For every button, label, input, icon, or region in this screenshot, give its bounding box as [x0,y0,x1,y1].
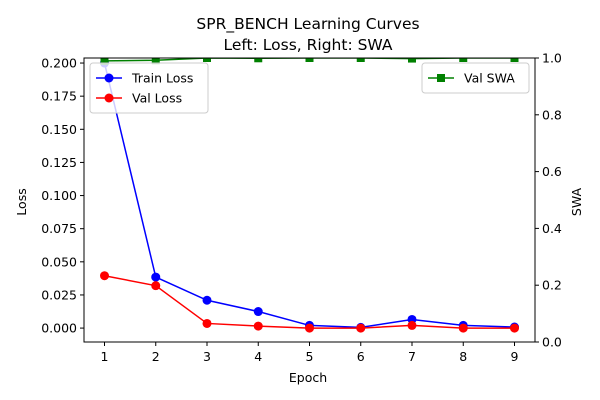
x-tick-label: 3 [203,349,211,364]
data-point-val-swa [100,58,109,65]
data-point-val-swa [305,58,314,62]
legend-label-val-swa: Val SWA [464,71,515,86]
x-tick-label: 7 [408,349,416,364]
data-point-val-swa [459,58,468,62]
chart-subtitle: Left: Loss, Right: SWA [223,36,392,54]
legend-label-val-loss: Val Loss [132,91,182,106]
legend-marker-val-swa [437,74,445,82]
plot-area: 1 2 3 4 5 6 7 8 9 0.000 0.025 0.050 0.075 0.100 0.125 0… [41,51,562,365]
x-tick-label: 4 [254,349,262,364]
y-right-tick-label: 0.8 [542,107,562,122]
data-point-val-swa [254,58,263,63]
y-left-tick-label: 0.100 [41,188,77,203]
legend-swa-box [421,62,530,94]
y-left-tick-label: 0.175 [41,89,77,104]
x-tick-label: 8 [459,349,467,364]
y-left-tick-label: 0.000 [41,321,77,336]
data-point-train-loss [151,272,161,282]
legend-loss: Train Loss Val Loss [89,62,209,114]
y-left-tick-label: 0.075 [41,221,77,236]
x-tick-label: 9 [511,349,519,364]
legend-swa: Val SWA [421,62,530,94]
data-point-val-loss [100,271,109,281]
data-point-train-loss [202,295,212,305]
data-point-train-loss [253,307,263,317]
y-left-tick-label: 0.125 [41,155,77,170]
y-right-tick-label: 0.6 [542,164,562,179]
data-point-val-loss [305,323,314,333]
data-point-val-loss [253,321,263,331]
chart-title: SPR_BENCH Learning Curves [196,15,419,34]
data-point-val-swa [151,58,160,65]
y-right-tick-label: 0.4 [542,221,562,236]
x-tick-label: 5 [306,349,314,364]
x-tick-label: 2 [152,349,160,364]
data-point-val-loss [202,318,212,328]
y-right-tick-label: 0.2 [542,278,562,293]
y-left-tick-label: 0.200 [41,56,77,71]
legend-marker-train-loss [104,73,114,83]
data-point-val-loss [151,281,161,291]
data-point-val-loss [458,323,468,333]
x-tick-label: 1 [101,349,109,364]
y-axis-right-label: SWA [569,187,584,216]
x-axis-label: Epoch [289,370,327,385]
y-right-tick-label: 1.0 [542,51,562,66]
legend-marker-val-loss [104,93,114,103]
data-point-val-loss [510,323,519,333]
data-point-val-swa [203,58,211,62]
legend-label-train-loss: Train Loss [131,71,193,86]
data-point-val-swa [510,58,519,62]
y-left-tick-label: 0.050 [41,254,77,269]
y-axis-left-label: Loss [14,188,29,215]
y-left-tick-label: 0.025 [41,287,77,302]
data-point-val-loss [356,323,366,333]
y-right-tick-label: 0.0 [542,335,562,350]
data-point-val-swa [356,58,365,62]
x-tick-label: 6 [357,349,365,364]
y-left-tick-label: 0.150 [41,122,77,137]
data-point-val-loss [407,320,417,330]
data-point-val-swa [408,58,416,63]
legend-loss-box [89,62,209,114]
